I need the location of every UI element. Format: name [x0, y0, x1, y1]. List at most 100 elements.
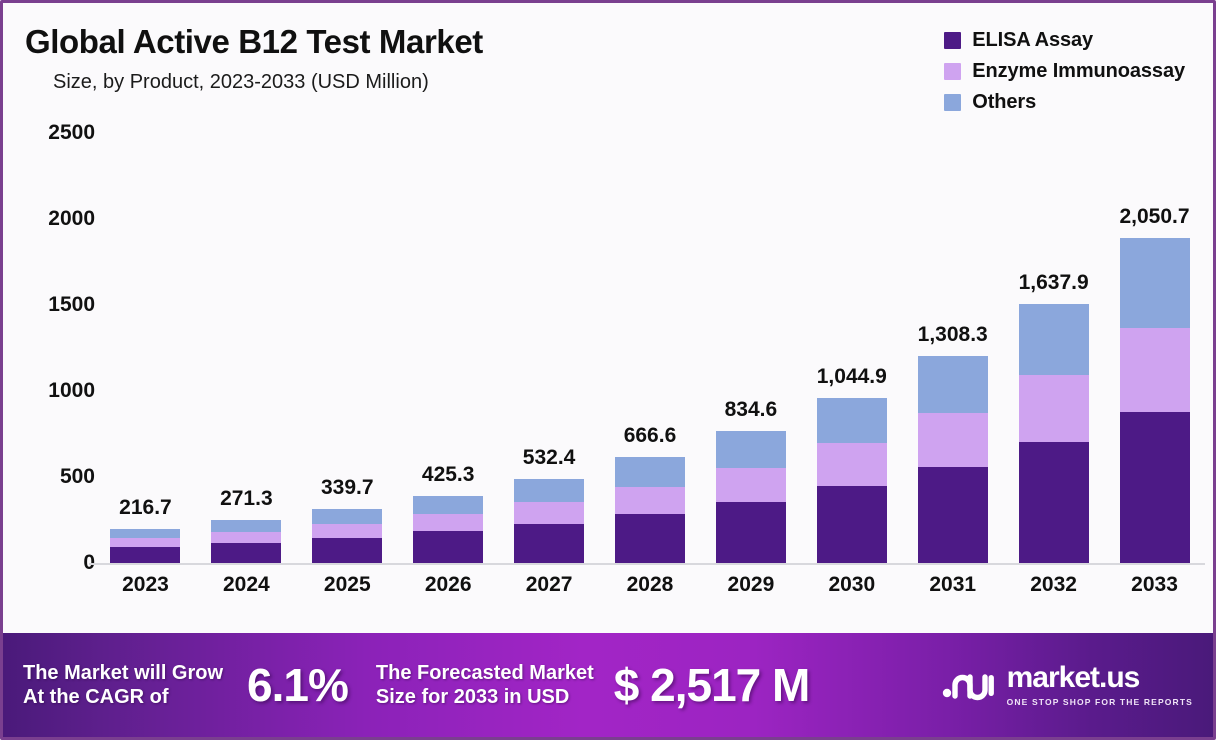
bar-segment: [816, 443, 887, 487]
title-block: Global Active B12 Test Market Size, by P…: [25, 23, 483, 94]
legend-item-label: Enzyme Immunoassay: [972, 60, 1185, 82]
y-axis: 2500 2000 1500 1000 500 0: [3, 121, 95, 574]
bar-value-label: 532.4: [522, 445, 576, 469]
bar-stack: [715, 430, 786, 563]
chart-legend: ELISA Assay Enzyme Immunoassay Others: [944, 29, 1185, 114]
y-axis-tick-label: 1000: [48, 379, 95, 402]
bar-stack: [413, 495, 484, 563]
bar-segment: [514, 523, 585, 563]
bar-group[interactable]: 532.4: [512, 133, 586, 563]
bar-group[interactable]: 1,044.9: [815, 133, 889, 563]
y-axis-tick-label: 2500: [48, 121, 95, 144]
bar-segment: [514, 478, 585, 503]
bar-group[interactable]: 834.6: [714, 133, 788, 563]
bar-value-label: 339.7: [320, 476, 374, 500]
bar-value-label: 216.7: [119, 495, 172, 519]
bar-segment: [110, 528, 181, 538]
bar-segment: [816, 397, 887, 444]
cagr-label-line1: The Market will Grow: [23, 661, 224, 684]
bar-segment: [715, 467, 786, 502]
x-axis-tick-label: 2031: [929, 573, 977, 596]
bar-segment: [312, 537, 383, 563]
y-axis-tick-label: 500: [59, 465, 95, 488]
bar-stack: [1018, 303, 1089, 563]
bar-group[interactable]: 1,308.3: [916, 133, 990, 563]
bar-segment: [614, 513, 685, 563]
forecast-label-line1: The Forecasted Market: [375, 661, 594, 684]
x-axis-tick-label: 2025: [323, 573, 371, 596]
legend-swatch-icon: [944, 94, 962, 111]
bar-group[interactable]: 339.7: [310, 133, 384, 563]
bar-value-label: 425.3: [421, 462, 475, 486]
bar-value-label: 271.3: [220, 487, 273, 511]
logo-text-block: market.us ONE STOP SHOP FOR THE REPORTS: [1006, 661, 1193, 708]
bar-segment: [1119, 328, 1190, 412]
x-axis-tick-label: 2027: [525, 573, 573, 596]
bar-group[interactable]: 2,050.7: [1118, 133, 1192, 563]
bar-segment: [413, 531, 484, 563]
bar-segment: [614, 457, 685, 487]
bar-segment: [1018, 375, 1089, 443]
page-title: Global Active B12 Test Market: [25, 23, 483, 60]
bar-group[interactable]: 271.3: [209, 133, 283, 563]
x-axis-tick-label: 2029: [727, 573, 775, 596]
bar-stack: [211, 520, 282, 563]
bar-segment: [816, 486, 887, 563]
bar-stack: [614, 457, 685, 563]
bar-segment: [1018, 303, 1089, 376]
logo-wordmark: market.us: [1006, 661, 1141, 694]
legend-item[interactable]: ELISA Assay: [944, 29, 1093, 52]
logo-tagline: ONE STOP SHOP FOR THE REPORTS: [1006, 697, 1193, 707]
bar-segment: [715, 501, 786, 563]
market-us-logo[interactable]: market.us ONE STOP SHOP FOR THE REPORTS: [941, 663, 1197, 708]
forecast-label: The Forecasted Market Size for 2033 in U…: [376, 661, 594, 710]
bar-segment: [1119, 411, 1190, 563]
bar-group[interactable]: 666.6: [613, 133, 687, 563]
bar-segment: [211, 542, 282, 563]
bar-value-label: 1,308.3: [917, 322, 988, 346]
bar-segment: [312, 523, 383, 538]
x-axis-tick-label: 2024: [223, 573, 270, 596]
x-axis-line: [89, 563, 1205, 565]
bar-segment: [715, 430, 786, 468]
forecast-value: $ 2,517 M: [613, 659, 811, 711]
y-axis-tick-label: 0: [83, 551, 95, 575]
x-axis-tick-label: 2023: [122, 573, 169, 596]
cagr-label-line2: At the CAGR of: [23, 686, 169, 708]
footer-banner: The Market will Grow At the CAGR of 6.1%…: [3, 633, 1213, 737]
bar-group[interactable]: 1,637.9: [1017, 133, 1091, 563]
bar-value-label: 2,050.7: [1119, 205, 1190, 229]
bar-segment: [1119, 238, 1190, 329]
cagr-label: The Market will Grow At the CAGR of: [23, 661, 223, 710]
bar-stack: [816, 397, 887, 563]
legend-swatch-icon: [944, 32, 962, 49]
bar-group[interactable]: 425.3: [411, 133, 485, 563]
bar-segment: [211, 531, 282, 543]
bar-value-label: 1,637.9: [1018, 270, 1089, 294]
y-axis-tick-label: 1500: [48, 293, 95, 316]
bar-value-label: 834.6: [724, 397, 778, 421]
footer-content: The Market will Grow At the CAGR of 6.1%…: [3, 658, 1213, 712]
chart-subtitle: Size, by Product, 2023-2033 (USD Million…: [53, 71, 429, 93]
plot-area: 2500 2000 1500 1000 500 0 216.7 271.3 339.7 425.…: [3, 121, 1213, 633]
bar-segment: [1018, 442, 1089, 563]
bar-segment: [312, 509, 383, 524]
bar-value-label: 666.6: [623, 424, 677, 448]
bar-segment: [413, 513, 484, 532]
legend-item[interactable]: Enzyme Immunoassay: [944, 60, 1185, 83]
bar-segment: [110, 537, 181, 547]
bar-segment: [413, 495, 484, 514]
x-axis-tick-label: 2028: [626, 573, 674, 596]
market-us-logo-mark-icon: [941, 663, 997, 708]
bar-segment: [614, 486, 685, 514]
cagr-value: 6.1%: [247, 659, 349, 711]
bar-stack: [110, 528, 181, 563]
y-axis-tick-label: 2000: [48, 207, 95, 230]
legend-item[interactable]: Others: [944, 91, 1036, 114]
forecast-label-line2: Size for 2033 in USD: [375, 686, 570, 708]
bars-area: 216.7 271.3 339.7 425.3 532.4 666.6 834.6 1,044…: [95, 133, 1205, 563]
bar-segment: [917, 355, 988, 414]
x-axis-tick-label: 2033: [1131, 573, 1178, 596]
bar-group[interactable]: 216.7: [108, 133, 182, 563]
